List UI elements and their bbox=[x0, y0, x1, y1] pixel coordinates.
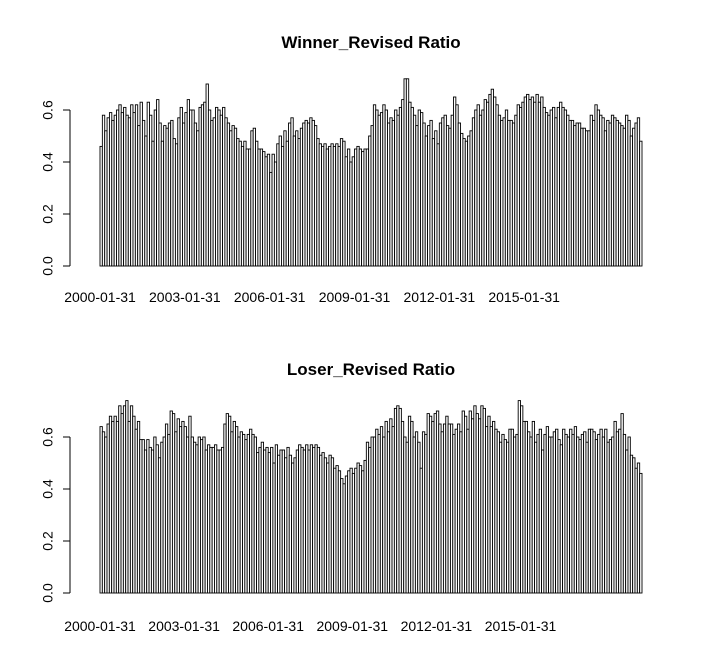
x-tick-label: 2012-01-31 bbox=[401, 618, 473, 634]
y-tick-label: 0.2 bbox=[40, 204, 56, 224]
x-tick-label: 2012-01-31 bbox=[404, 289, 476, 305]
winner-chart-panel: Winner_Revised Ratio 0.0 0.2 0.4 0.6 2000-01… bbox=[40, 33, 643, 305]
chart-title: Loser_Revised Ratio bbox=[287, 360, 455, 379]
x-tick-label: 2003-01-31 bbox=[148, 618, 220, 634]
y-tick-label: 0.4 bbox=[40, 479, 56, 499]
x-tick-label: 2003-01-31 bbox=[149, 289, 221, 305]
x-tick-label: 2006-01-31 bbox=[234, 289, 306, 305]
x-tick-label: 2000-01-31 bbox=[64, 618, 136, 634]
x-tick-label: 2015-01-31 bbox=[488, 289, 560, 305]
x-tick-label: 2009-01-31 bbox=[319, 289, 391, 305]
x-tick-label: 2006-01-31 bbox=[232, 618, 304, 634]
x-tick-label: 2015-01-31 bbox=[485, 618, 557, 634]
y-tick-label: 0.2 bbox=[40, 531, 56, 551]
bar bbox=[639, 140, 643, 267]
x-tick-label: 2009-01-31 bbox=[316, 618, 388, 634]
y-tick-label: 0.4 bbox=[40, 152, 56, 172]
y-tick-label: 0.6 bbox=[40, 100, 56, 120]
loser-chart-panel: Loser_Revised Ratio 0.0 0.2 0.4 0.6 2000-01-… bbox=[40, 360, 643, 634]
bar bbox=[639, 472, 643, 594]
chart-title: Winner_Revised Ratio bbox=[281, 33, 460, 52]
y-tick-label: 0.0 bbox=[40, 256, 56, 276]
x-tick-label: 2000-01-31 bbox=[64, 289, 136, 305]
y-tick-label: 0.0 bbox=[40, 583, 56, 603]
y-tick-label: 0.6 bbox=[40, 427, 56, 447]
